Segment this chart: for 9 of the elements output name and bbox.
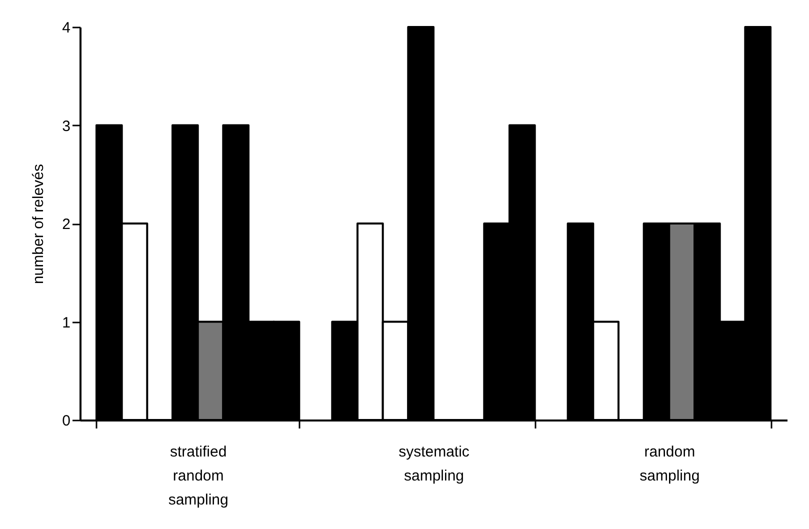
- y-tick-label: 3: [62, 118, 70, 135]
- x-tick-label: random sampling: [640, 444, 700, 484]
- y-tick-label: 0: [62, 412, 70, 430]
- y-axis-title: number of relevés: [30, 164, 48, 284]
- x-tick-label: systematic sampling: [398, 444, 470, 484]
- y-tick-label: 4: [62, 20, 70, 36]
- y-tick-label: 2: [62, 216, 70, 233]
- x-tick-label: stratified random sampling: [168, 444, 228, 508]
- y-tick-label: 1: [62, 314, 70, 332]
